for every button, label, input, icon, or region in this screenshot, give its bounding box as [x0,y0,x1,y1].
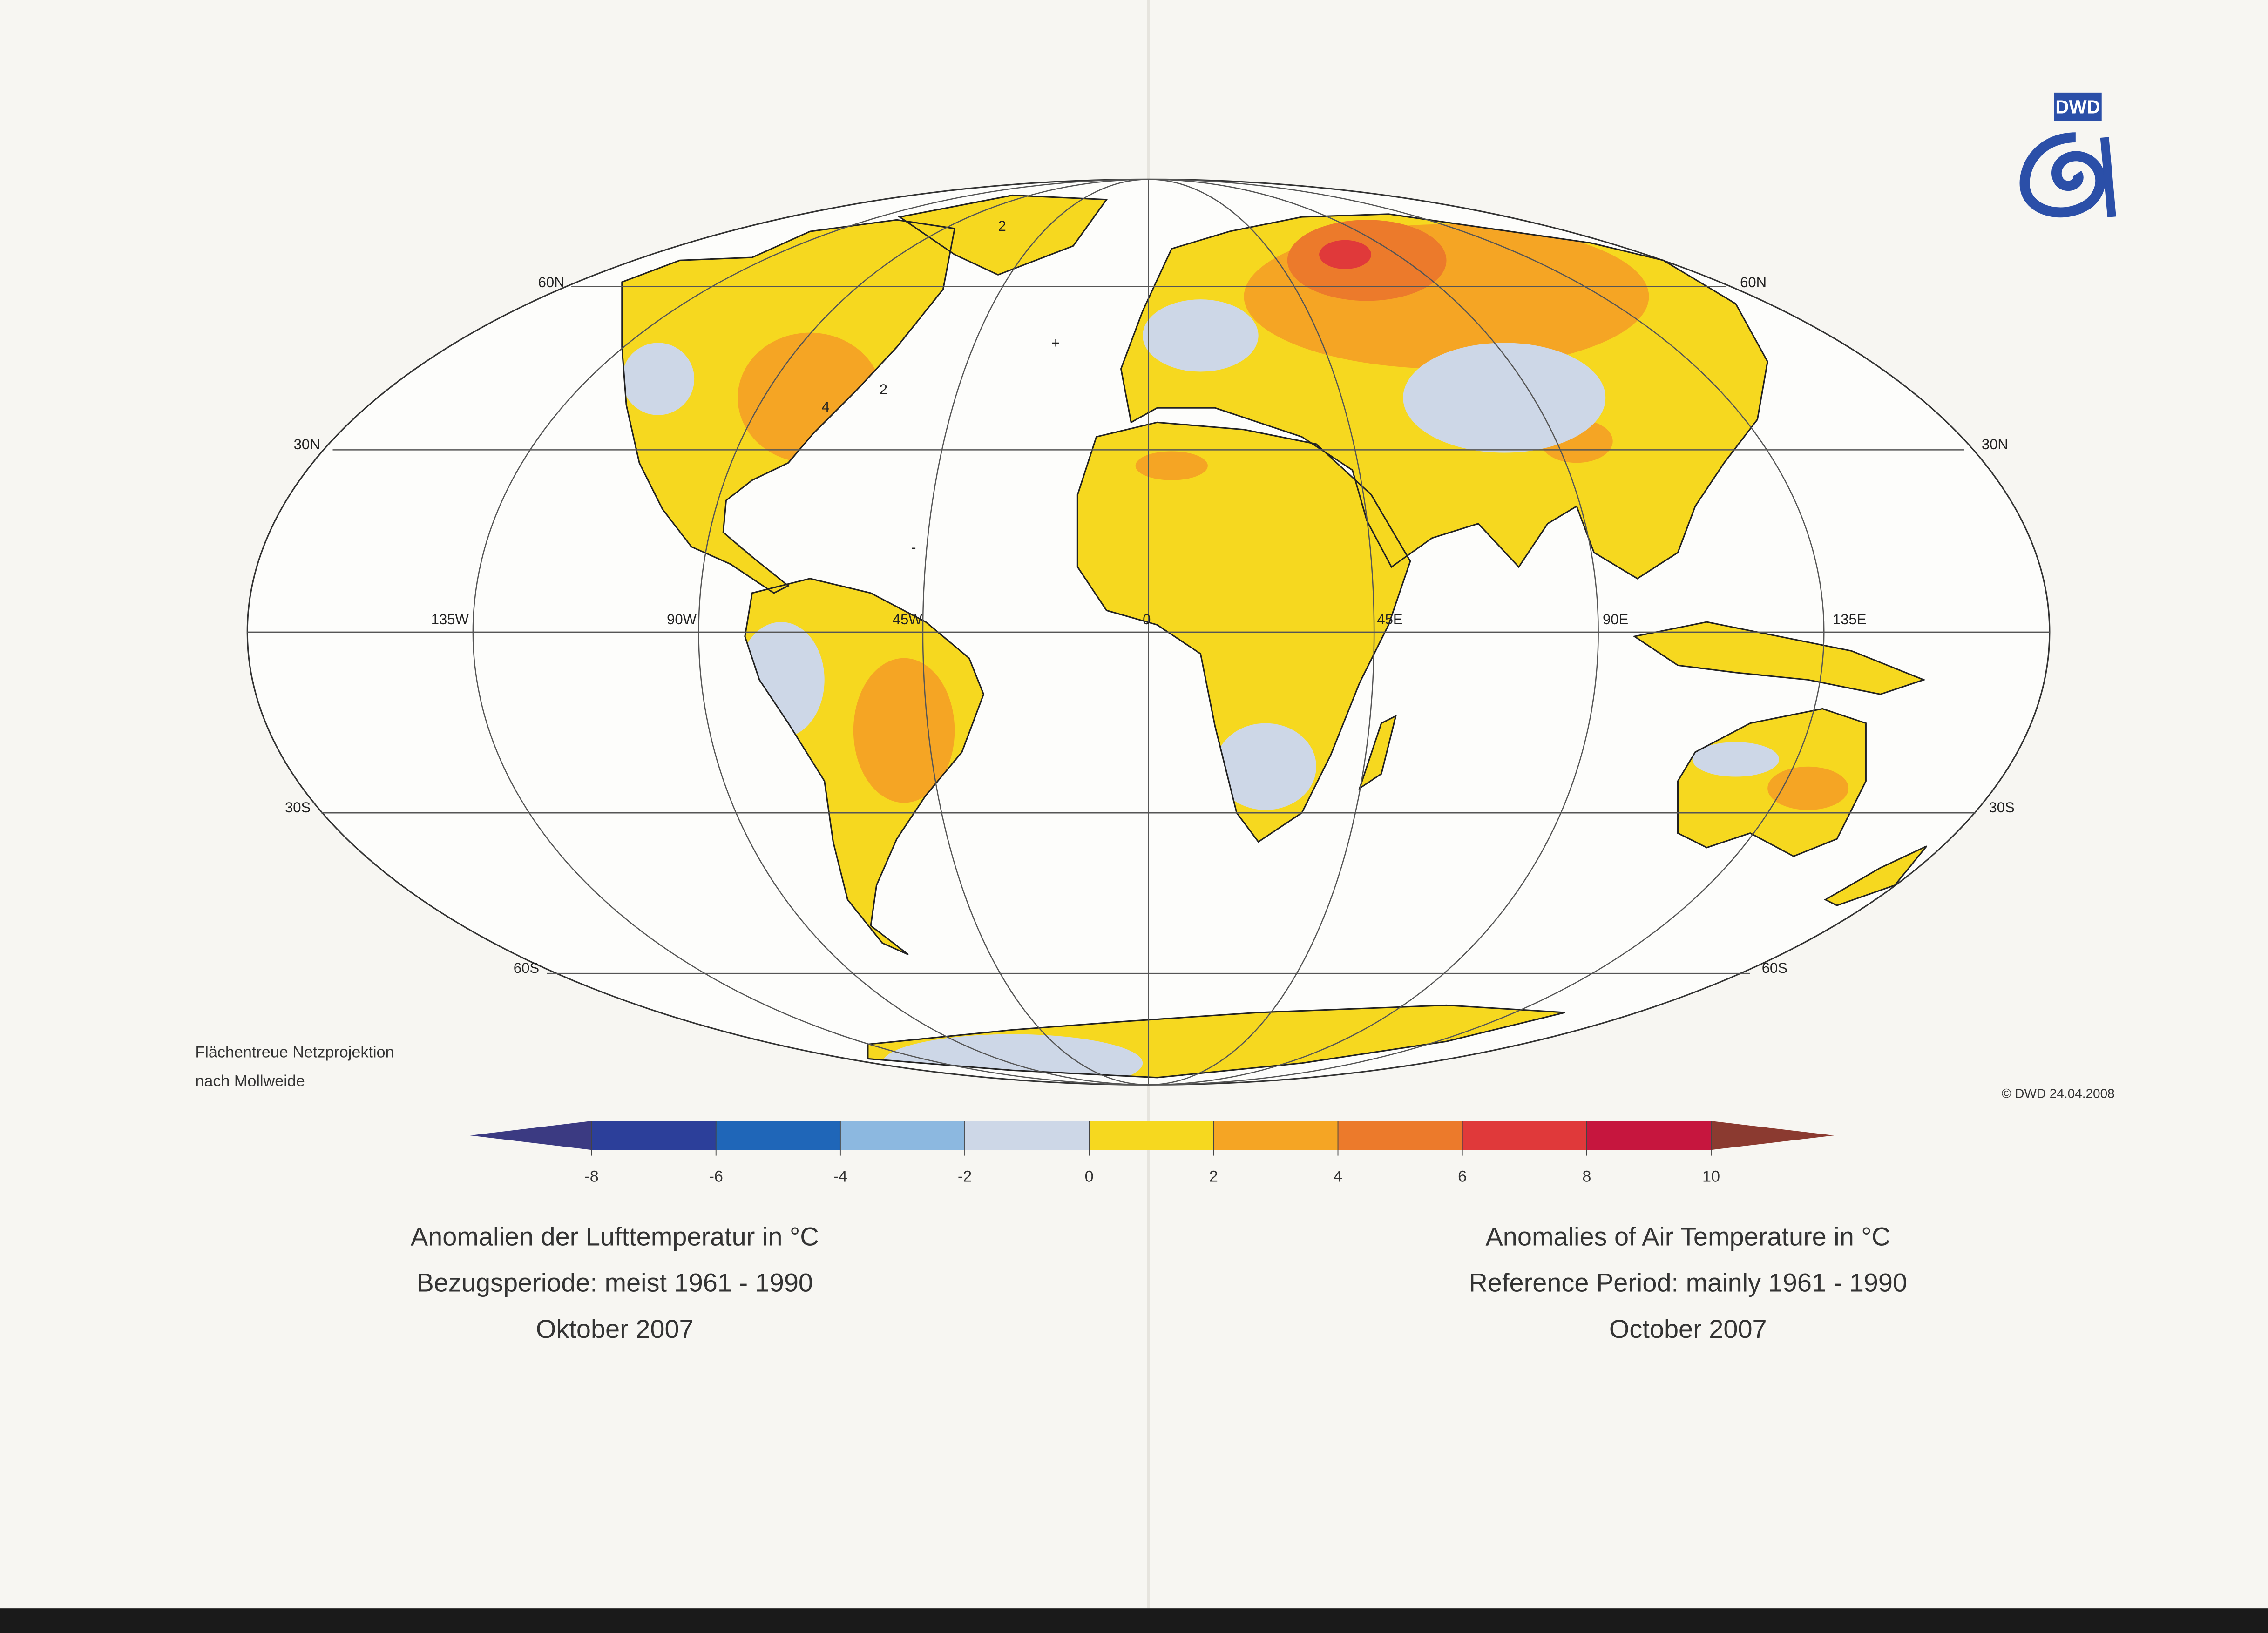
anomaly-2-4 [1135,451,1208,480]
lat-label: 60N [538,274,565,290]
contour-label: 4 [821,398,829,415]
colorbar-segment [840,1121,965,1150]
anomaly-2-4 [1767,766,1849,810]
colorbar-segment [1586,1121,1711,1150]
colorbar-tick-label: 10 [1702,1168,1720,1186]
colorbar-segment [1462,1121,1587,1150]
lon-label: 0 [1143,611,1151,628]
anomaly-2-4 [853,658,955,803]
colorbar-tick-label: 4 [1334,1168,1342,1186]
anomaly-neg [1143,299,1259,372]
lat-label: 60N [1740,274,1767,290]
contour-label: 2 [998,218,1006,234]
contour-label: - [911,539,916,555]
colorbar-extension [470,1121,592,1150]
caption-en: October 2007 [1609,1314,1767,1343]
colorbar-extension [1711,1121,1835,1150]
colorbar-tick-label: 0 [1085,1168,1094,1186]
anomaly-6-8 [1319,240,1371,269]
graticule [247,179,2050,1086]
scan-edge [0,1608,2268,1633]
lon-label: 135E [1833,611,1867,628]
colorbar-segment [1089,1121,1214,1150]
lon-label: 135W [431,611,469,628]
logo: DWD [2019,92,2116,218]
logo-swirl [2019,132,2106,218]
colorbar-segment [1213,1121,1338,1150]
colorbar: -8 -6 -4 -2 0 2 4 6 8 10 [470,1121,1835,1186]
anomaly-neg [622,343,695,415]
lat-label: 60S [1762,960,1787,976]
colorbar-tick-label: 8 [1582,1168,1591,1186]
colorbar-segment [591,1121,716,1150]
anomaly-neg [1403,343,1606,453]
colorbar-tick-label: 6 [1458,1168,1467,1186]
contour-label: + [1051,335,1060,351]
lat-label: 30S [285,799,311,816]
graticule-labels: 60N 60N 30N 30N 30S 30S 60S 60S 135W 90W… [285,274,2015,976]
colorbar-tick-label: -8 [584,1168,598,1186]
anomaly-neg [1692,742,1780,777]
projection-note: nach Mollweide [195,1072,305,1090]
logo-box [2054,92,2102,122]
lat-label: 30S [1989,799,2014,816]
copyright: © DWD 24.04.2008 [2002,1086,2115,1100]
colorbar-tick-label: -4 [833,1168,847,1186]
meridian [472,179,1825,1086]
lon-label: 90W [667,611,697,628]
caption-en: Reference Period: mainly 1961 - 1990 [1469,1268,1908,1297]
caption-de: Oktober 2007 [536,1314,694,1343]
caption-en: Anomalies of Air Temperature in °C [1486,1221,1891,1251]
caption-de: Bezugsperiode: meist 1961 - 1990 [417,1268,813,1297]
logo-text: DWD [2055,96,2100,118]
colorbar-segment [716,1121,840,1150]
contour-label: 2 [880,381,887,398]
colorbar-segment [965,1121,1090,1150]
anomaly-neg [1215,723,1316,810]
lon-label: 45E [1377,611,1402,628]
lat-label: 60S [514,960,539,976]
lon-label: 45W [893,611,923,628]
logo-bar [2100,137,2116,217]
caption-de: Anomalien der Lufttemperatur in °C [411,1221,819,1251]
colorbar-tick-label: -2 [958,1168,972,1186]
colorbar-segment [1338,1121,1462,1150]
colorbar-tick-label: -6 [709,1168,723,1186]
lat-label: 30N [1982,436,2008,452]
lon-label: 90E [1603,611,1628,628]
lat-label: 30N [294,436,320,452]
projection-note: Flächentreue Netzprojektion [195,1043,394,1061]
contour-labels: 2 4 2 + - [821,218,1060,555]
colorbar-tick-label: 2 [1209,1168,1218,1186]
